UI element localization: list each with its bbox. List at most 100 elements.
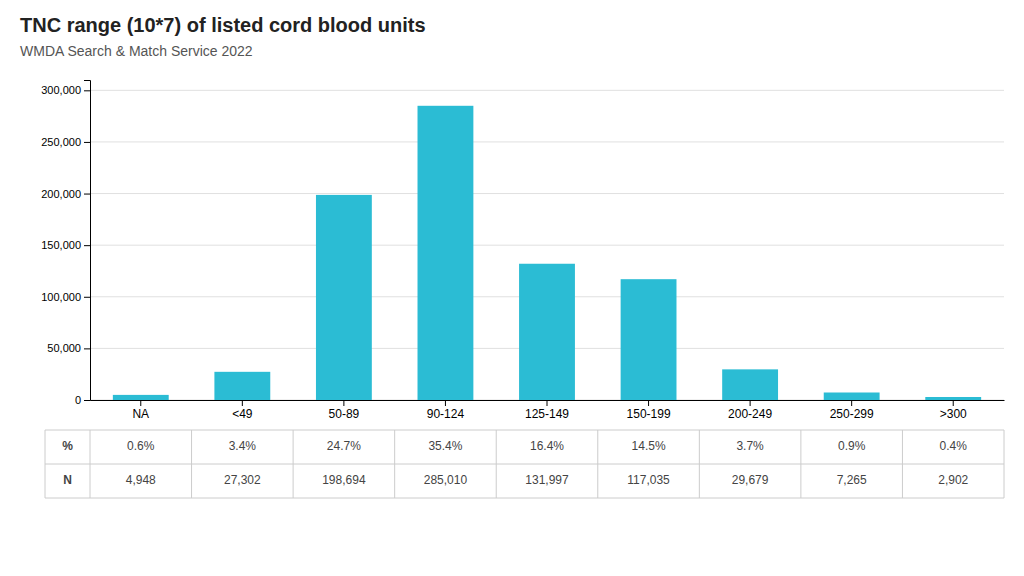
table-line: [45, 430, 1004, 431]
tick: 50,000: [47, 342, 90, 354]
table-line: [90, 430, 91, 498]
bar: [214, 372, 270, 400]
tick: NA: [132, 400, 149, 421]
tick-mark: [84, 90, 90, 91]
tick: 150-199: [627, 400, 671, 421]
table: % 0.6% 3.4% 24.7% 35.4% 16.4% 14.5% 3.7% 0.9% 0.4…: [45, 430, 1004, 498]
tick-label: >300: [940, 407, 967, 421]
tick: 100,000: [41, 291, 90, 303]
tick-mark: [84, 400, 90, 401]
grid: [90, 90, 1004, 400]
tick-mark: [84, 297, 90, 298]
table-line: [699, 430, 700, 498]
table-line: [191, 430, 192, 498]
tick-label: 0: [75, 394, 81, 406]
tick-mark: [84, 194, 90, 195]
table-cell: 285,010: [424, 473, 468, 487]
table-cell: 27,302: [224, 473, 261, 487]
bar: [418, 106, 474, 400]
tick-mark: [445, 400, 446, 406]
table-line: [496, 430, 497, 498]
bar: [824, 393, 880, 400]
tick-label: 50,000: [47, 342, 81, 354]
table-line: [902, 430, 903, 498]
tick: 200,000: [41, 188, 90, 200]
table-cell: 24.7%: [327, 439, 361, 453]
tick-mark: [242, 400, 243, 406]
table-row-label: %: [62, 439, 73, 453]
table-cell: 0.9%: [838, 439, 866, 453]
tick-mark: [140, 400, 141, 406]
table-cell: 198,694: [322, 473, 366, 487]
table-cell: 0.4%: [940, 439, 968, 453]
tick-mark: [84, 245, 90, 246]
table-line: [394, 430, 395, 498]
chart: TNC range (10*7) of listed cord blood un…: [0, 0, 1024, 576]
tick: 90-124: [427, 400, 465, 421]
tick-label: <49: [232, 407, 253, 421]
table-line: [293, 430, 294, 498]
table-line: [800, 430, 801, 498]
table-line: [1004, 430, 1005, 498]
table-cell: 131,997: [525, 473, 569, 487]
tick-mark: [84, 348, 90, 349]
table-cell: 14.5%: [632, 439, 666, 453]
tick-label: 150,000: [41, 239, 81, 251]
tick-mark: [953, 400, 954, 406]
subtitle: WMDA Search & Match Service 2022: [20, 43, 253, 59]
tick-label: 200-249: [728, 407, 772, 421]
tick-mark: [547, 400, 548, 406]
tick-mark: [851, 400, 852, 406]
tick-mark: [648, 400, 649, 406]
table-row-label: N: [63, 473, 72, 487]
tick-label: 200,000: [41, 188, 81, 200]
x-axis: NA <49 50-89 90-124 125-149 150-199 200-249 250…: [91, 400, 1005, 421]
bar: [113, 395, 169, 400]
table-cell: 3.7%: [736, 439, 764, 453]
tick-label: 250-299: [830, 407, 874, 421]
table-cell: 0.6%: [127, 439, 155, 453]
tick: >300: [940, 400, 967, 421]
table-cell: 4,948: [126, 473, 156, 487]
tick: <49: [232, 400, 253, 421]
grid-line: [90, 141, 1004, 142]
tick: 125-149: [525, 400, 569, 421]
tick-label: 50-89: [329, 407, 360, 421]
tick-label: NA: [132, 407, 149, 421]
tick-label: 100,000: [41, 291, 81, 303]
grid-line: [90, 90, 1004, 91]
table-line: [45, 498, 1004, 499]
bars: [113, 106, 981, 400]
table-line: [45, 430, 46, 498]
tick: 250-299: [830, 400, 874, 421]
tick-label: 300,000: [41, 84, 81, 96]
grid-line: [90, 193, 1004, 194]
bar: [519, 264, 575, 400]
bar: [316, 195, 372, 400]
table-cell: 7,265: [837, 473, 867, 487]
bar: [925, 397, 981, 400]
tick: 250,000: [41, 136, 90, 148]
tick-label: 125-149: [525, 407, 569, 421]
tick: 150,000: [41, 239, 90, 251]
tick: 0: [75, 394, 90, 406]
y-axis: 0 50,000 100,000 150,000 200,000 250,000 300,0…: [41, 81, 90, 407]
bar: [621, 279, 677, 400]
tick-mark: [84, 142, 90, 143]
table-cell: 3.4%: [229, 439, 257, 453]
title: TNC range (10*7) of listed cord blood un…: [20, 14, 426, 36]
table-cell: 16.4%: [530, 439, 564, 453]
grid-line: [90, 245, 1004, 246]
tick-mark: [750, 400, 751, 406]
table-cell: 117,035: [627, 473, 670, 487]
tick-label: 250,000: [41, 136, 81, 148]
bar: [722, 369, 778, 400]
tick-mark: [343, 400, 344, 406]
table-cell: 29,679: [732, 473, 769, 487]
tick: 50-89: [329, 400, 360, 421]
tick-label: 150-199: [627, 407, 671, 421]
table-cell: 35.4%: [428, 439, 462, 453]
tick-label: 90-124: [427, 407, 465, 421]
tick: 300,000: [41, 84, 90, 96]
tick: 200-249: [728, 400, 772, 421]
